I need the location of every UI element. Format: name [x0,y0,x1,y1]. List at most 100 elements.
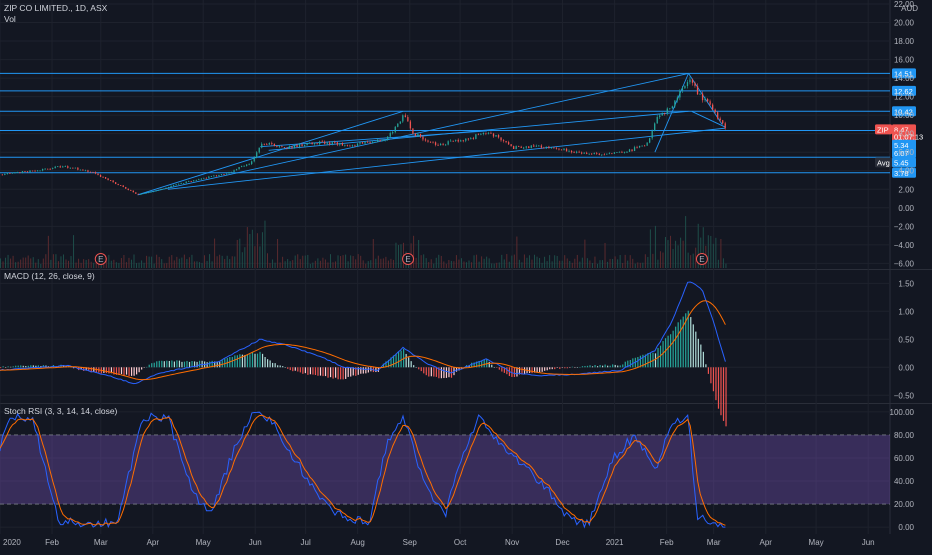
candle-body [563,148,565,151]
macd-histogram-bar [35,365,37,368]
candle-body [324,141,326,144]
volume-bar [319,260,321,268]
volume-bar [387,260,389,268]
volume-bar [654,225,656,268]
macd-histogram-bar [309,367,312,375]
volume-bar [692,253,694,268]
macd-histogram-bar [5,367,7,368]
candle-body [724,123,726,129]
candle-body [407,117,409,122]
macd-histogram-bar [506,367,508,375]
volume-bar [536,256,538,268]
candle-body [180,183,182,184]
volume-bar [627,260,629,268]
macd-histogram-bar [387,359,390,368]
macd-histogram-bar [284,367,286,368]
macd-histogram-bar [259,351,261,368]
macd-histogram-bar [473,362,475,368]
volume-bar [624,254,626,268]
volume-bar [75,262,77,268]
volume-bar [151,256,153,268]
volume-bar [503,259,505,268]
volume-bar [554,255,556,268]
volume-bar [629,255,631,268]
volume-bar [435,257,437,268]
volume-bar [433,263,435,268]
macd-histogram-bar [609,365,611,368]
macd-histogram-bar [667,335,669,368]
macd-histogram-bar [332,367,334,379]
candle-body [465,138,467,141]
candle-body [666,108,668,114]
volume-bar [234,256,236,268]
candle-body [573,152,575,154]
macd-histogram-bar [458,367,460,371]
macd-histogram-bar [455,367,458,372]
price-y-tick-label: −6.00 [894,259,915,268]
candle-body [628,149,631,152]
candle-body [44,168,46,170]
x-tick-label: Dec [555,538,569,547]
volume-bar [83,259,85,268]
candle-body [26,171,29,173]
volume-bar [78,258,80,268]
macd-histogram-bar [385,361,387,368]
macd-histogram-bar [546,367,548,371]
volume-bar [332,262,334,268]
candle-body [89,171,92,173]
candle-body [238,167,240,170]
candle-body [331,142,333,145]
macd-histogram-bar [115,367,118,375]
macd-histogram-bar [88,367,90,372]
volume-bar [576,254,578,268]
volume-bar [715,237,717,268]
macd-line [0,281,726,385]
candle-body [248,164,250,165]
macd-histogram-bar [337,367,339,380]
candle-body [482,132,485,134]
macd-histogram-bar [224,358,226,368]
macd-histogram-bar [430,367,432,377]
candle-body [203,177,205,179]
macd-y-tick-label: 0.00 [898,363,914,372]
macd-histogram-bar [513,367,516,378]
earnings-marker[interactable] [94,253,107,265]
candle-body [570,150,573,153]
candle-body [507,142,510,145]
volume-bar [289,261,291,268]
candle-body [434,142,437,145]
candle-body [535,145,537,147]
earnings-marker[interactable] [402,253,415,265]
candle-body [558,148,560,150]
candle-body [319,141,321,145]
candle-body [137,193,139,195]
macd-histogram-bar [83,367,85,371]
candle-body [447,141,449,145]
candle-body [97,173,99,175]
volume-bar [569,260,571,268]
volume-bar [478,261,480,268]
macd-histogram-bar [282,366,284,368]
candle-body [636,147,638,148]
earnings-marker[interactable] [695,253,708,265]
candle-body [165,187,167,189]
volume-bar [27,255,29,268]
volume-bar [559,260,561,268]
volume-bar [239,238,241,268]
candle-body [303,145,306,147]
macd-histogram-bar [619,365,621,368]
candle-body [402,115,404,122]
candle-body [485,132,487,134]
macd-histogram-bar [717,367,720,409]
volume-bar [541,262,543,268]
candle-body [293,145,296,148]
trendline [167,127,726,190]
volume-bar [25,257,27,268]
x-tick-label: Apr [147,538,160,547]
price-tag-label: 5.45 [894,158,909,167]
macd-histogram-bar [395,353,397,368]
rsi-y-tick-label: 80.00 [894,431,915,440]
volume-bar [662,252,664,268]
